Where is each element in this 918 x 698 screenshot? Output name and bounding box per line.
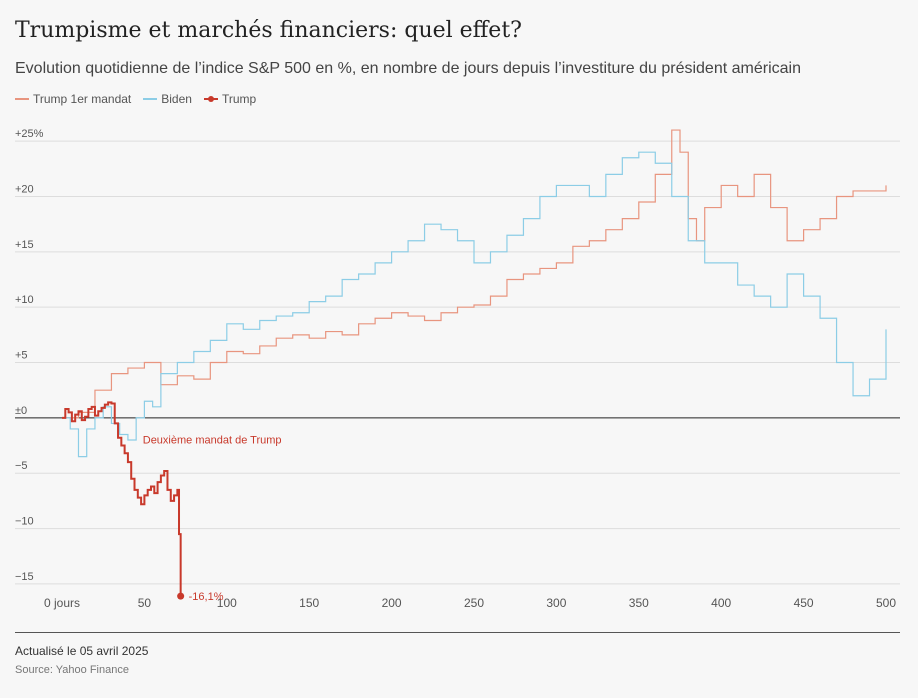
legend-label-trump1: Trump 1er mandat (33, 92, 132, 106)
x-tick-label: 400 (711, 596, 731, 610)
series-end-point (177, 592, 185, 600)
y-tick-label: +15 (15, 239, 34, 251)
footer-divider (15, 632, 900, 633)
x-tick-label: 150 (299, 596, 319, 610)
x-tick-label: 250 (464, 596, 484, 610)
legend-swatch-biden (143, 98, 158, 100)
series-line-biden (62, 151, 887, 458)
y-tick-label: +25% (15, 128, 44, 140)
x-tick-label: 100 (217, 596, 237, 610)
chart-subtitle: Evolution quotidienne de l’indice S&P 50… (15, 60, 801, 77)
y-tick-label: ±0 (15, 405, 27, 417)
x-tick-label: 350 (629, 596, 649, 610)
x-tick-label: 500 (876, 596, 896, 610)
chart-legend: Trump 1er mandat Biden Trump (15, 92, 256, 106)
legend-label-trump: Trump (221, 92, 257, 106)
series-line-trump-1er-mandat (62, 129, 887, 419)
y-tick-label: −5 (15, 460, 28, 472)
legend-label-biden: Biden (161, 92, 192, 106)
y-tick-label: +5 (15, 350, 28, 362)
x-tick-label: 300 (546, 596, 566, 610)
legend-swatch-trump1 (15, 98, 29, 100)
y-tick-label: +20 (15, 183, 34, 195)
x-tick-label: 0 jours (44, 596, 80, 610)
chart-title: Trumpisme et marchés financiers: quel ef… (15, 18, 522, 43)
series-line-trump (62, 401, 182, 597)
y-tick-label: +10 (15, 294, 34, 306)
annotation-label: Deuxième mandat de Trump (143, 434, 282, 446)
x-tick-label: 450 (794, 596, 814, 610)
line-chart: +25% +20 +15 +10 +5 ±0 −5 −10 −15 0 jours 50 100 150… (15, 128, 900, 610)
legend-item-trump1: Trump 1er mandat (15, 92, 131, 106)
x-tick-label: 200 (382, 596, 402, 610)
y-tick-label: −10 (15, 516, 34, 528)
legend-item-trump: Trump (203, 92, 257, 106)
legend-item-biden: Biden (143, 92, 192, 106)
legend-swatch-trump (203, 96, 218, 102)
end-value-label: -16,1% (189, 591, 224, 603)
y-tick-label: −15 (15, 571, 34, 583)
source-note: Source: Yahoo Finance (15, 664, 129, 676)
x-tick-label: 50 (138, 596, 152, 610)
updated-date: Actualisé le 05 avril 2025 (15, 644, 149, 658)
